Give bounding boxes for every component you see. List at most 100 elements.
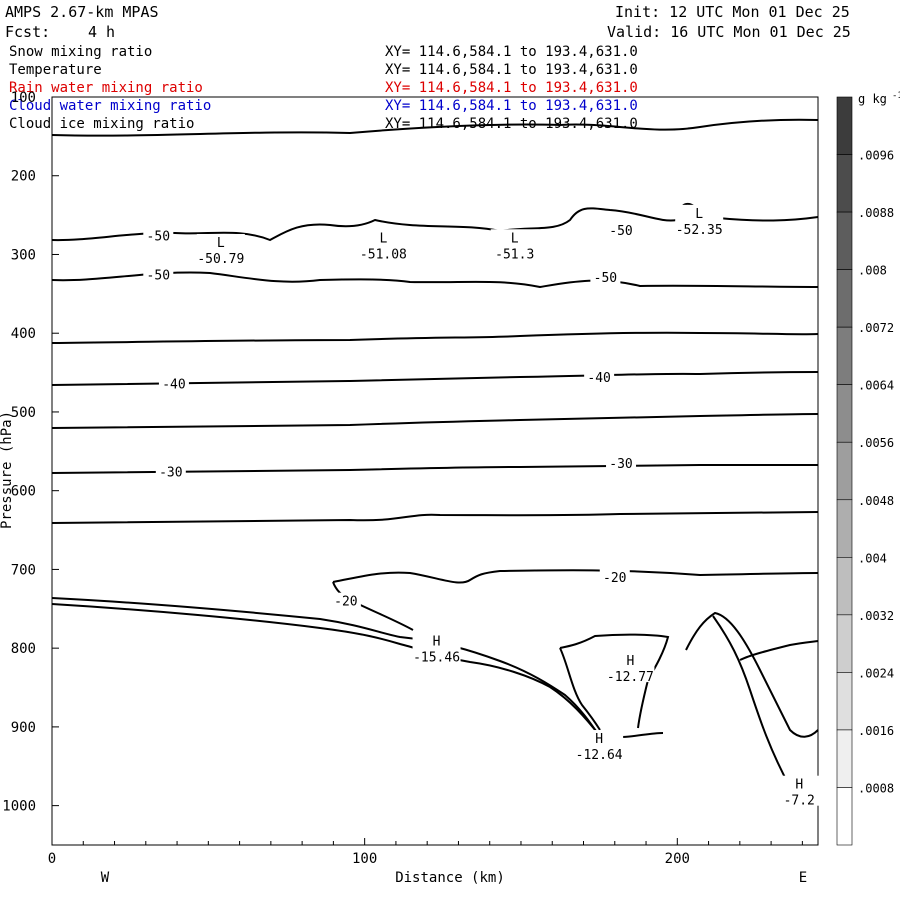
field-xy-cloud-water: XY= 114.6,584.1 to 193.4,631.0	[385, 98, 638, 114]
field-name-rain: Rain water mixing ratio	[9, 80, 203, 96]
y-tick-label: 100	[11, 90, 36, 106]
contour-line	[559, 633, 670, 729]
contour-line	[51, 511, 819, 524]
colorbar-segment	[836, 211, 853, 270]
colorbar-tick-label: .004	[858, 551, 887, 565]
extremum-bg	[675, 204, 724, 235]
extremum-marker: H	[626, 654, 634, 669]
header-fcst-label: Fcst:	[5, 23, 51, 41]
field-xy-rain: XY= 114.6,584.1 to 193.4,631.0	[385, 80, 638, 96]
contour-label: -20	[603, 571, 626, 586]
extremum-value: -51.08	[360, 247, 407, 262]
colorbar-tick-label: .0008	[858, 781, 894, 795]
colorbar-segment	[836, 384, 853, 443]
contour-label-bg	[330, 592, 361, 609]
x-tick-label: 0	[48, 851, 56, 867]
extremum-marker: L	[511, 231, 519, 246]
field-name-snow: Snow mixing ratio	[9, 44, 153, 60]
colorbar-segment	[836, 557, 853, 616]
y-tick-label: 600	[11, 484, 36, 500]
extremum-value: -50.79	[197, 252, 244, 267]
contour-line	[739, 640, 819, 661]
colorbar-segment	[836, 269, 853, 328]
contour-label-bg	[606, 221, 637, 238]
colorbar-tick-label: .0064	[858, 379, 894, 393]
y-tick-label: 200	[11, 169, 36, 185]
extremum-bg	[490, 229, 539, 260]
contour-label: -50	[594, 271, 617, 286]
extremum-value: -51.3	[495, 247, 534, 262]
contour-label-bg	[599, 569, 630, 586]
extremum-bg	[196, 233, 245, 264]
field-name-cloud-water: Cloud water mixing ratio	[9, 98, 212, 114]
plot-frame	[51, 96, 819, 846]
y-tick-label: 700	[11, 562, 36, 578]
y-tick-label: 400	[11, 326, 36, 342]
extremum-marker: L	[217, 236, 225, 251]
contour-line	[51, 463, 818, 474]
extremum-value: -7.2	[784, 794, 815, 809]
contour-line	[51, 331, 819, 344]
contour-label: -50	[147, 229, 170, 244]
extremum-value: -15.46	[413, 650, 460, 665]
colorbar-tick-label: .0088	[858, 206, 894, 220]
extremum-marker: H	[795, 778, 803, 793]
contour-label: -30	[609, 457, 632, 472]
colorbar-tick-label: .0056	[858, 436, 894, 450]
contour-line	[51, 597, 601, 738]
header-init: Init: 12 UTC Mon 01 Dec 25	[615, 3, 850, 21]
contour-label-bg	[143, 266, 174, 283]
colorbar-unit-exponent: -1	[892, 91, 900, 101]
extremum-marker: H	[595, 732, 603, 747]
field-xy-temperature: XY= 114.6,584.1 to 193.4,631.0	[385, 62, 638, 78]
extremum-bg	[575, 730, 624, 761]
extremum-bg	[359, 229, 408, 260]
extremum-marker: L	[379, 231, 387, 246]
contour-line	[51, 413, 819, 429]
contour-label: -50	[609, 224, 632, 239]
extremum-value: -12.77	[607, 670, 654, 685]
header-model: AMPS 2.67-km MPAS	[5, 3, 159, 21]
colorbar-tick-label: .0024	[858, 666, 894, 680]
contour-label: -40	[587, 371, 610, 386]
colorbar-tick-label: .0048	[858, 494, 894, 508]
colorbar-tick-label: .0032	[858, 609, 894, 623]
field-xy-snow: XY= 114.6,584.1 to 193.4,631.0	[385, 44, 638, 60]
contour-label: -50	[147, 269, 170, 284]
x-end-label-west: W	[101, 870, 110, 886]
contour-line	[51, 603, 664, 739]
colorbar-segment	[836, 614, 853, 673]
contour-label-bg	[155, 463, 186, 480]
x-axis-label: Distance (km)	[395, 870, 505, 886]
contour-label: -20	[334, 595, 357, 610]
y-tick-label: 800	[11, 641, 36, 657]
x-tick-label: 100	[352, 851, 377, 867]
extremum-marker: H	[433, 634, 441, 649]
contour-line	[685, 611, 819, 738]
colorbar-tick-label: .0072	[858, 321, 894, 335]
x-end-label-east: E	[799, 870, 807, 886]
contour-label-bg	[143, 227, 174, 244]
x-tick-label: 200	[665, 851, 690, 867]
colorbar-unit: g kg	[858, 92, 887, 106]
header-valid: Valid: 16 UTC Mon 01 Dec 25	[607, 23, 851, 41]
contour-line	[559, 647, 601, 731]
colorbar-tick-label: .008	[858, 264, 887, 278]
extremum-bg	[606, 652, 655, 683]
y-tick-label: 900	[11, 720, 36, 736]
extremum-value: -52.35	[676, 223, 723, 238]
extremum-marker: L	[695, 207, 703, 222]
colorbar-segment	[836, 672, 853, 731]
colorbar-segment	[836, 326, 853, 385]
extremum-bg	[412, 632, 461, 663]
plot-area-border	[51, 96, 819, 846]
colorbar-segment	[836, 96, 853, 155]
colorbar-segment	[836, 787, 853, 846]
contour-line	[51, 271, 819, 289]
header-fcst-value: 4 h	[88, 23, 116, 41]
extremum-bg	[775, 775, 824, 806]
contour-label-bg	[584, 369, 615, 386]
colorbar-segment	[836, 154, 853, 213]
